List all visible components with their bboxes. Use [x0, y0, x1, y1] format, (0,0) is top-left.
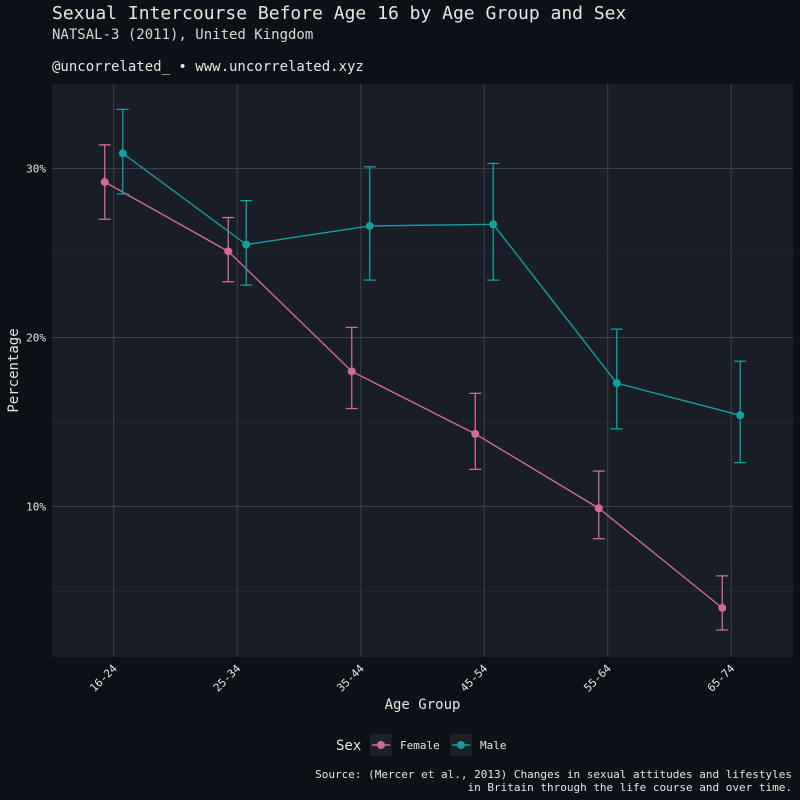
- legend-key-point-female: [377, 741, 385, 749]
- female-data-point: [100, 178, 109, 187]
- female-data-point: [718, 603, 727, 612]
- male-series-line: [122, 152, 741, 416]
- male-data-point: [736, 411, 745, 420]
- y-tick-label: 30%: [26, 163, 46, 176]
- source-caption: Source: (Mercer et al., 2013) Changes in…: [315, 768, 792, 794]
- y-tick-label: 10%: [26, 501, 46, 514]
- legend-label-female: Female: [400, 739, 440, 752]
- legend-key-point-male: [457, 741, 465, 749]
- x-axis-title: Age Group: [385, 697, 461, 713]
- plot-panel: [52, 84, 793, 657]
- x-tick-label: 55-64: [581, 662, 614, 695]
- female-data-point: [594, 504, 603, 513]
- female-data-point: [347, 367, 356, 376]
- x-tick-label: 25-34: [211, 662, 244, 695]
- x-tick-label: 45-54: [458, 662, 491, 695]
- female-series-line: [104, 181, 723, 609]
- source-caption-line-2: in Britain through the life course and o…: [467, 781, 792, 794]
- female-data-point: [224, 247, 233, 256]
- female-data-point: [471, 429, 480, 438]
- male-data-point: [118, 149, 127, 158]
- male-data-point: [242, 240, 251, 249]
- legend-label-male: Male: [480, 739, 507, 752]
- x-tick-label: 16-24: [87, 662, 120, 695]
- legend-title: Sex: [336, 738, 361, 754]
- x-tick-label: 65-74: [705, 662, 738, 695]
- source-caption-line-1: Source: (Mercer et al., 2013) Changes in…: [315, 768, 792, 781]
- chart-credit: @uncorrelated_ • www.uncorrelated.xyz: [52, 59, 364, 75]
- chart-subtitle: NATSAL-3 (2011), United Kingdom: [52, 27, 314, 43]
- chart-title: Sexual Intercourse Before Age 16 by Age …: [52, 3, 627, 24]
- male-data-point: [489, 220, 498, 229]
- y-axis-title: Percentage: [6, 328, 22, 412]
- y-tick-label: 20%: [26, 332, 46, 345]
- x-tick-label: 35-44: [334, 662, 367, 695]
- male-data-point: [365, 221, 374, 230]
- male-data-point: [612, 379, 621, 388]
